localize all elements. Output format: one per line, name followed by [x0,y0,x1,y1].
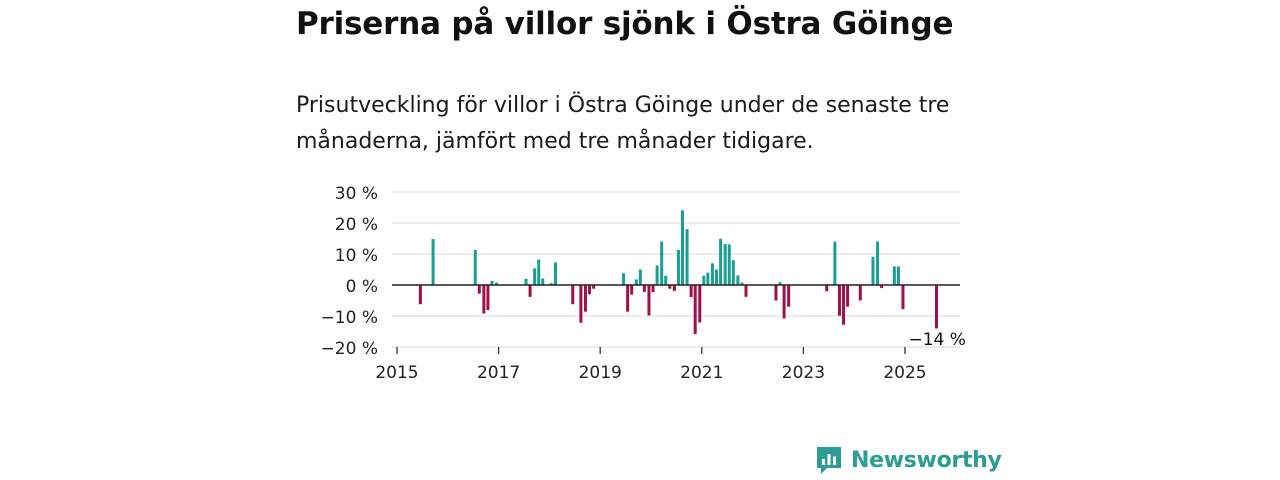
bar [626,285,630,312]
bar [702,275,706,285]
bar [876,241,880,285]
bar [549,283,553,285]
bar [664,275,668,285]
bar [693,285,697,334]
bar [495,282,499,285]
bar [642,285,646,292]
bar [592,285,596,289]
bar [634,279,638,285]
bar [668,285,672,289]
y-tick-label: −20 % [321,339,378,359]
y-tick-label: 30 % [335,184,378,204]
bar [672,285,676,291]
bar [896,266,900,285]
bar [418,285,422,305]
bar [571,285,575,305]
bar [736,275,740,285]
bar [723,244,727,285]
bar [524,278,528,285]
bar [553,262,557,285]
bar [579,285,583,323]
x-tick-label: 2021 [680,363,723,383]
bar [655,265,659,285]
bar [880,285,884,289]
last-value-label: −14 % [908,330,965,350]
y-tick-label: 10 % [335,246,378,266]
bar [490,280,494,285]
bar [541,278,545,285]
bar [477,285,481,294]
bar [473,249,477,285]
bar [833,241,837,285]
bar [537,259,541,285]
bar [680,210,684,285]
bar [710,263,714,285]
bar [638,269,642,285]
chart-subtitle: Prisutveckling för villor i Östra Göinge… [296,93,950,154]
bar [706,272,710,285]
bar [740,282,744,285]
bar [660,241,664,285]
bar [651,285,655,293]
bar [647,285,651,316]
bar [583,285,587,312]
x-tick-label: 2015 [375,363,418,383]
x-tick-label: 2025 [883,363,926,383]
bar [698,285,702,323]
bar [774,285,778,301]
bar [715,269,719,285]
bar [871,256,875,285]
brand-name: Newsworthy [851,447,1002,473]
bar [533,268,537,285]
chart-title: Priserna på villor sjönk i Östra Göinge [296,6,954,42]
brand-logo: Newsworthy [815,443,1002,477]
bar [901,285,905,310]
bar [778,282,782,285]
bar [719,238,723,285]
bar [431,239,435,285]
bar [486,285,490,311]
bar [825,285,829,292]
bar [731,260,735,285]
bar [787,285,791,307]
bar [934,285,938,329]
bar [482,285,486,314]
x-tick-label: 2019 [579,363,622,383]
bar [689,285,693,298]
y-tick-label: 0 % [346,277,378,297]
x-tick-label: 2017 [477,363,520,383]
bar [744,285,748,297]
bar [528,285,532,297]
bar [782,285,786,319]
y-tick-label: 20 % [335,215,378,235]
bar [892,266,896,285]
bar [676,249,680,285]
bar [842,285,846,325]
bar [846,285,850,307]
bar [727,244,731,285]
bar [630,285,634,295]
bar [622,273,626,285]
y-tick-label: −10 % [321,308,378,328]
x-tick-label: 2023 [782,363,825,383]
bar [588,285,592,295]
bar [837,285,841,316]
bar [685,229,689,285]
bar-chart-speech-icon [817,447,841,474]
bar [858,285,862,301]
